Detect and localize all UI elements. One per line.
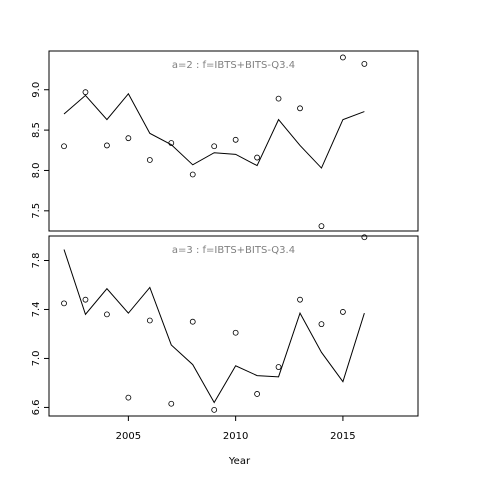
panel-2-observed-point <box>232 329 239 336</box>
panel-2-observed-point <box>168 400 175 407</box>
panel-2-observed-point <box>211 406 218 413</box>
panel-2-observed-point <box>82 296 89 303</box>
panel-1-observed-point <box>168 140 175 146</box>
panel-1-y-tick-label: 7.5 <box>31 203 42 219</box>
panel-1-title: a=2 : f=IBTS+BITS-Q3.4 <box>172 60 295 71</box>
panel-1-observed-point <box>211 143 218 150</box>
panel-2-y-tick-label: 7.4 <box>31 302 42 318</box>
panel-1-observed-point <box>232 136 239 143</box>
panel-1-observed-point <box>82 89 89 96</box>
panel-2-observed-point <box>361 234 368 241</box>
panel-1-observed-point <box>254 154 261 161</box>
panel-2-y-tick-label: 7.8 <box>31 253 42 269</box>
panel-1-observed-point <box>146 157 153 163</box>
x-tick-label: 2015 <box>330 431 355 442</box>
panel-2-frame <box>48 235 419 417</box>
panel-1-frame <box>48 50 419 232</box>
x-axis-title: Year <box>228 456 251 467</box>
panel-1-observed-point <box>275 95 282 102</box>
panel-1-observed-point <box>318 223 325 230</box>
panel-1-observed-point <box>104 142 110 149</box>
panel-2-observed-point <box>297 296 303 303</box>
x-tick-label: 2010 <box>223 431 248 442</box>
panel-2-observed-point <box>104 311 110 318</box>
panel-1-observed-point <box>61 143 67 150</box>
panel-2-observed-point <box>189 318 196 325</box>
x-tick-label: 2005 <box>116 431 141 442</box>
panel-2-title: a=3 : f=IBTS+BITS-Q3.4 <box>172 245 295 256</box>
panel-2-observed-point <box>275 364 282 370</box>
panel-2-observed-point <box>318 321 325 328</box>
panel-2-observed-point <box>340 309 346 315</box>
panel-1-y-tick-label: 8.0 <box>31 163 42 179</box>
panel-2-y-tick-label: 7.0 <box>31 350 42 366</box>
panel-1-observed-point <box>125 135 132 142</box>
panel-2-observed-point <box>254 391 261 397</box>
panel-1-observed-point <box>361 61 368 67</box>
panel-2-observed-point <box>146 317 153 324</box>
panel-1-observed-point <box>189 171 196 178</box>
panel-1-observed-point <box>340 54 346 61</box>
panel-1-fitted-line <box>63 92 365 169</box>
panel-2-observed-point <box>125 394 132 401</box>
panel-2-observed-point <box>61 300 67 307</box>
panel-2-fitted-line <box>63 249 365 404</box>
panel-1-y-tick-label: 8.5 <box>31 122 42 138</box>
panel-2-y-tick-label: 6.6 <box>31 399 42 415</box>
panel-1-y-tick-label: 9.0 <box>31 82 42 98</box>
panel-1-observed-point <box>297 105 303 112</box>
